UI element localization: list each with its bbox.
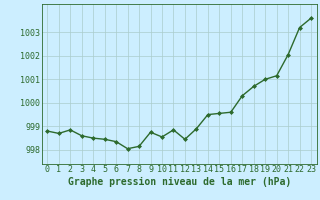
X-axis label: Graphe pression niveau de la mer (hPa): Graphe pression niveau de la mer (hPa) (68, 177, 291, 187)
